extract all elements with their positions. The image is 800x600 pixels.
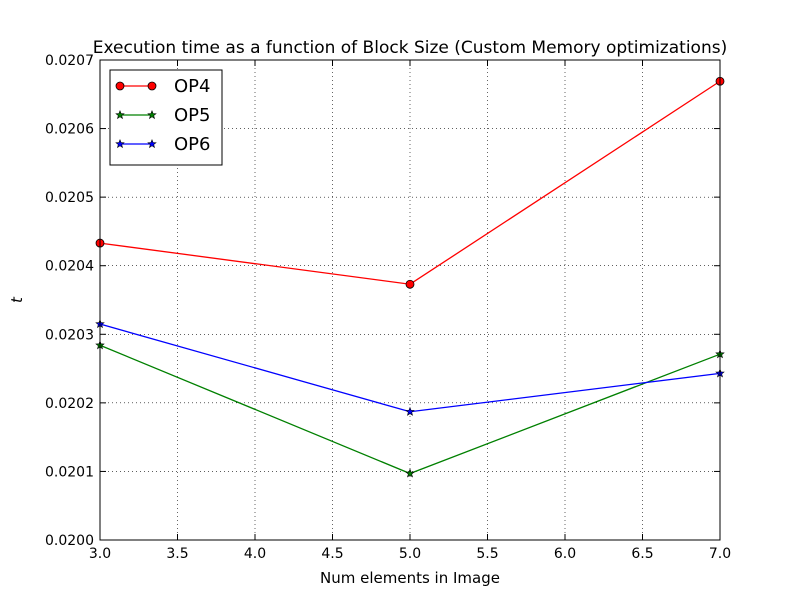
legend-label-op5: OP5 <box>174 105 210 126</box>
legend-marker-op5 <box>147 109 157 120</box>
chart-title: Execution time as a function of Block Si… <box>93 38 727 58</box>
y-tick-label: 0.0200 <box>45 533 94 549</box>
grid <box>100 60 720 540</box>
legend-label-op6: OP6 <box>174 134 210 155</box>
data-point-op5 <box>405 468 415 478</box>
data-point-op6 <box>405 406 415 416</box>
y-axis-label: t <box>8 296 26 303</box>
legend-marker-op4 <box>115 81 125 91</box>
series-line-op6 <box>99 323 721 413</box>
x-tick-label: 7.0 <box>709 546 731 562</box>
legend-marker-op4 <box>147 81 157 91</box>
legend-label-op4: OP4 <box>174 76 210 97</box>
y-tick-label: 0.0207 <box>45 53 94 69</box>
y-tick-label: 0.0202 <box>45 396 94 412</box>
x-tick-label: 4.0 <box>244 546 266 562</box>
y-tick-label: 0.0205 <box>45 190 94 206</box>
y-tick-label: 0.0204 <box>45 259 94 275</box>
data-point-op4 <box>405 279 415 289</box>
x-tick-label: 4.5 <box>321 546 343 562</box>
x-tick-label: 3.5 <box>166 546 188 562</box>
axis-ticks: 3.0 3.5 4.0 4.5 5.0 5.5 6.0 6.5 7.0 0.0200 0.0201 0… <box>45 53 731 562</box>
x-tick-label: 6.0 <box>554 546 576 562</box>
legend-marker-op6 <box>115 138 125 149</box>
legend: OP4 OP5 OP6 <box>109 69 223 166</box>
x-tick-label: 5.0 <box>399 546 421 562</box>
y-tick-label: 0.0201 <box>45 464 94 480</box>
x-axis-label: Num elements in Image <box>320 569 500 587</box>
x-tick-label: 3.0 <box>89 546 111 562</box>
y-tick-label: 0.0203 <box>45 327 94 343</box>
legend-marker-op5 <box>115 109 125 120</box>
legend-marker-op6 <box>147 138 157 149</box>
x-tick-label: 5.5 <box>476 546 498 562</box>
x-tick-label: 6.5 <box>631 546 653 562</box>
y-tick-label: 0.0206 <box>45 122 94 138</box>
